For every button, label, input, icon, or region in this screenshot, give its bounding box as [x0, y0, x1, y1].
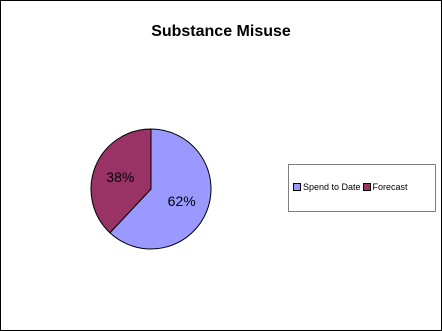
chart-title: Substance Misuse — [151, 23, 291, 40]
legend-item-spend-to-date: Spend to Date — [293, 182, 361, 192]
legend-label-forecast: Forecast — [372, 182, 408, 192]
pie-label-spend-to-date: 62% — [168, 193, 196, 209]
legend-label-spend-to-date: Spend to Date — [303, 182, 361, 192]
legend-item-forecast: Forecast — [362, 182, 408, 192]
pie-slice-spend-to-date — [109, 128, 212, 250]
legend-swatch-spend-to-date — [293, 183, 301, 191]
legend: Spend to Date Forecast — [288, 164, 436, 212]
legend-swatch-forecast — [362, 183, 371, 191]
legend-row: Spend to Date Forecast — [293, 182, 410, 192]
pie-label-forecast: 38% — [106, 169, 134, 185]
pie-slice-forecast — [90, 128, 152, 234]
